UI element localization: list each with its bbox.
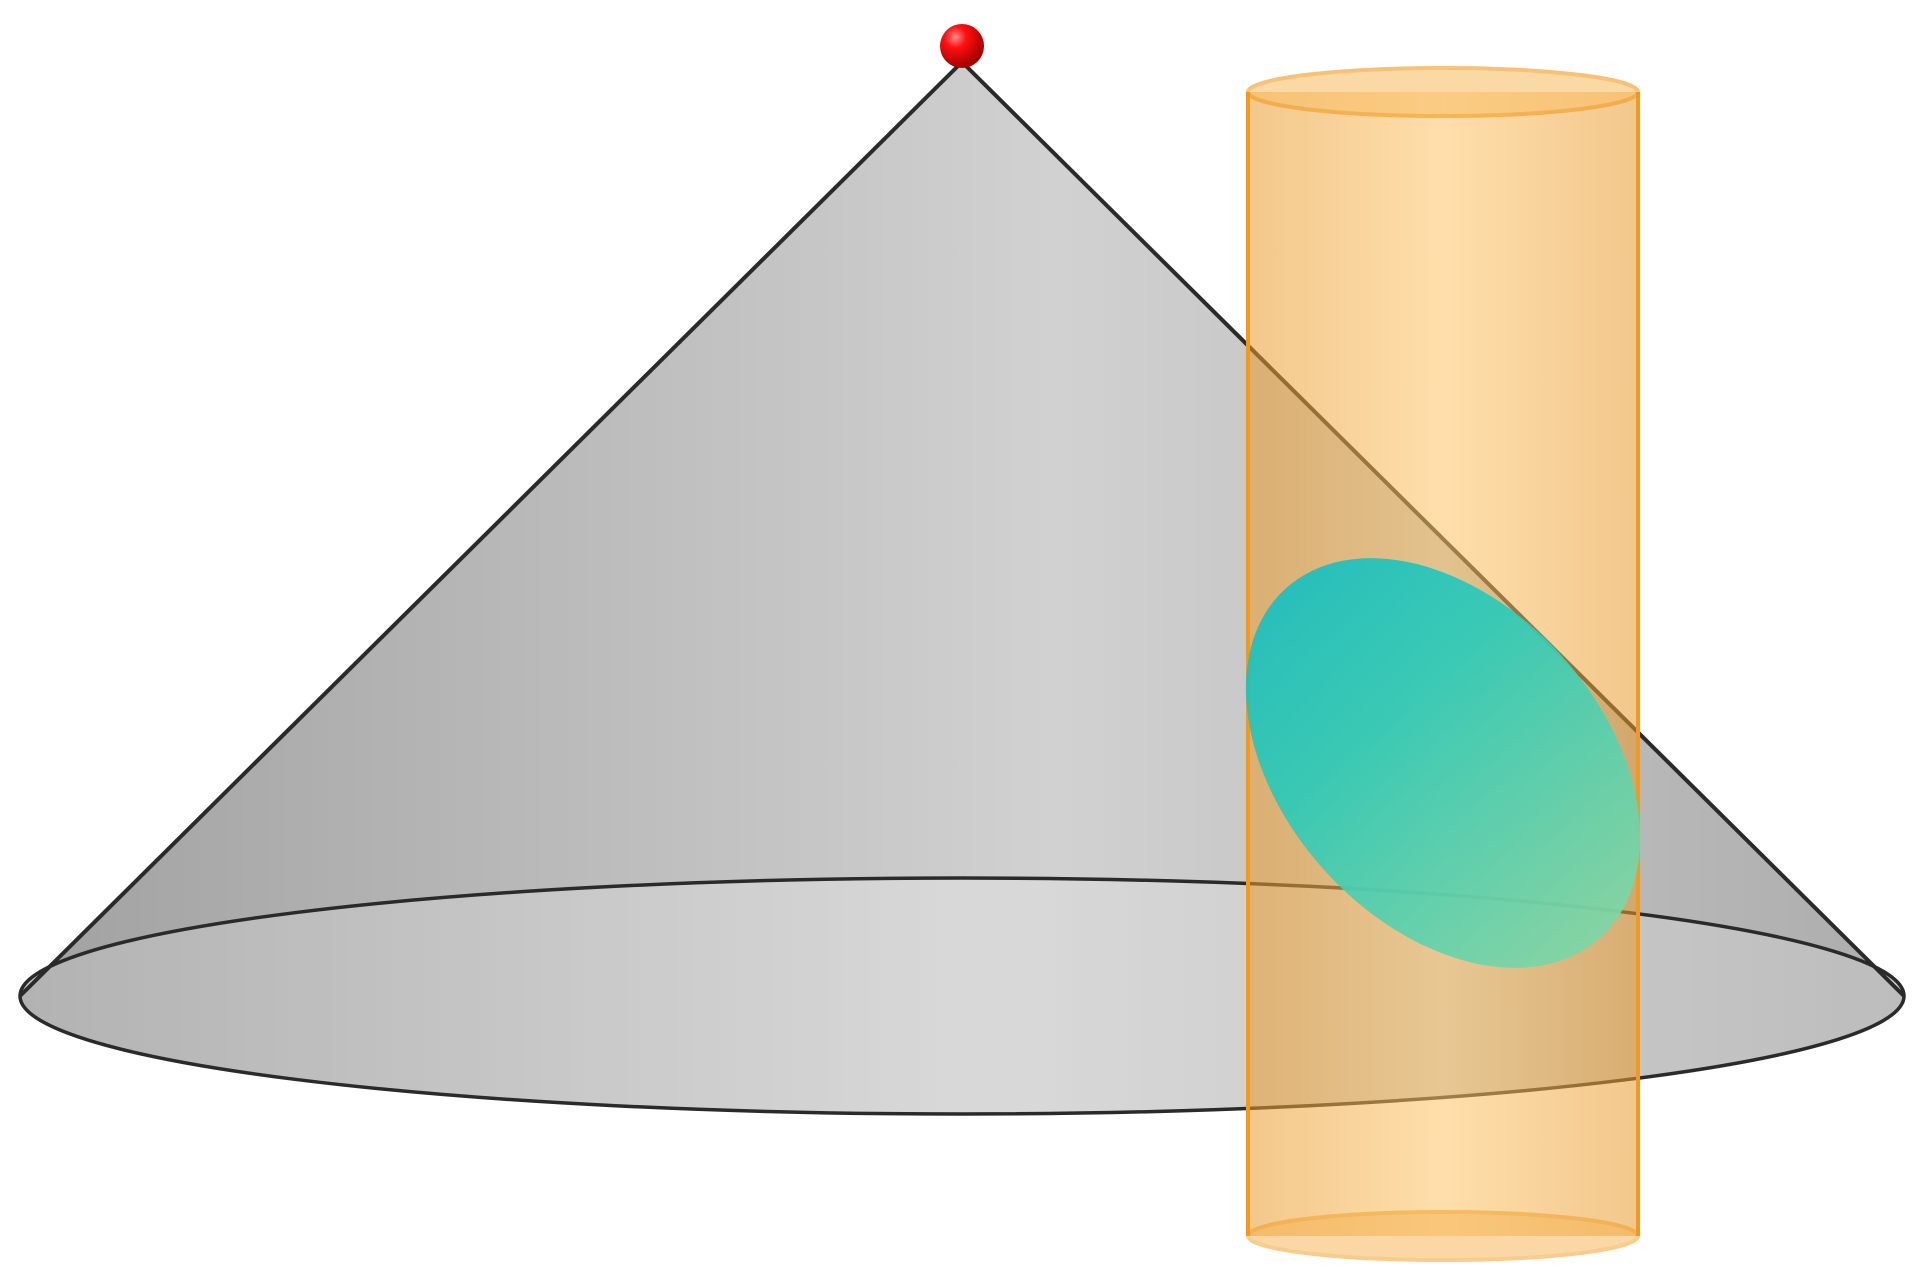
- red-sphere-icon: [940, 24, 984, 68]
- cone-base-rim: [18, 876, 1906, 1116]
- intersection-ellipse: [1245, 558, 1641, 968]
- cylinder-top: [1246, 66, 1640, 118]
- cylinder-bottom: [1246, 1210, 1640, 1262]
- cone-left-edge: [18, 60, 964, 998]
